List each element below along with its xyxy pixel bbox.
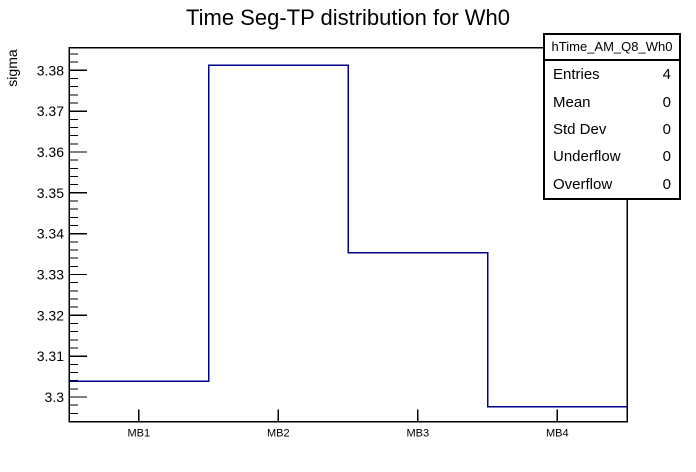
stats-label: Mean: [553, 93, 591, 111]
y-axis-tick-label: 3.35: [37, 185, 64, 201]
stats-label: Underflow: [553, 148, 621, 166]
histogram-line: [69, 64, 627, 408]
y-axis-tick-label: 3.31: [37, 348, 64, 364]
y-axis-tick-label: 3.36: [37, 144, 64, 160]
y-axis-tick-label: 3.38: [37, 62, 64, 78]
x-axis-tick-label: MB3: [406, 428, 429, 440]
stats-label: Overflow: [553, 175, 613, 193]
y-axis-tick-label: 3.37: [37, 103, 64, 119]
x-axis-tick-label: MB1: [127, 428, 150, 440]
plot-frame: [68, 46, 628, 423]
stats-row-entries: Entries 4: [545, 61, 679, 88]
stats-row-stddev: Std Dev 0: [545, 116, 679, 143]
stats-value: 0: [662, 175, 671, 193]
x-axis-tick-label: MB2: [267, 428, 290, 440]
stats-label: Entries: [553, 66, 600, 84]
stats-row-underflow: Underflow 0: [545, 143, 679, 170]
stats-row-overflow: Overflow 0: [545, 171, 679, 198]
stats-rows: Entries 4 Mean 0 Std Dev 0 Underflow 0 O…: [545, 61, 679, 198]
stats-label: Std Dev: [553, 121, 607, 139]
y-axis-tick-label: 3.32: [37, 307, 64, 323]
y-axis-tick-label: 3.34: [37, 226, 64, 242]
chart-title: Time Seg-TP distribution for Wh0: [185, 5, 510, 30]
stats-value: 0: [662, 121, 671, 139]
y-axis-tick-label: 3.3: [45, 389, 65, 405]
stats-row-mean: Mean 0: [545, 88, 679, 115]
stats-box-title: hTime_AM_Q8_Wh0: [545, 35, 679, 61]
y-axis-tick-label: 3.33: [37, 267, 64, 283]
stats-value: 4: [662, 66, 671, 84]
stats-value: 0: [662, 93, 671, 111]
stats-box: hTime_AM_Q8_Wh0 Entries 4 Mean 0 Std Dev…: [543, 33, 681, 200]
stats-value: 0: [662, 148, 671, 166]
x-axis-tick-label: MB4: [546, 428, 569, 440]
